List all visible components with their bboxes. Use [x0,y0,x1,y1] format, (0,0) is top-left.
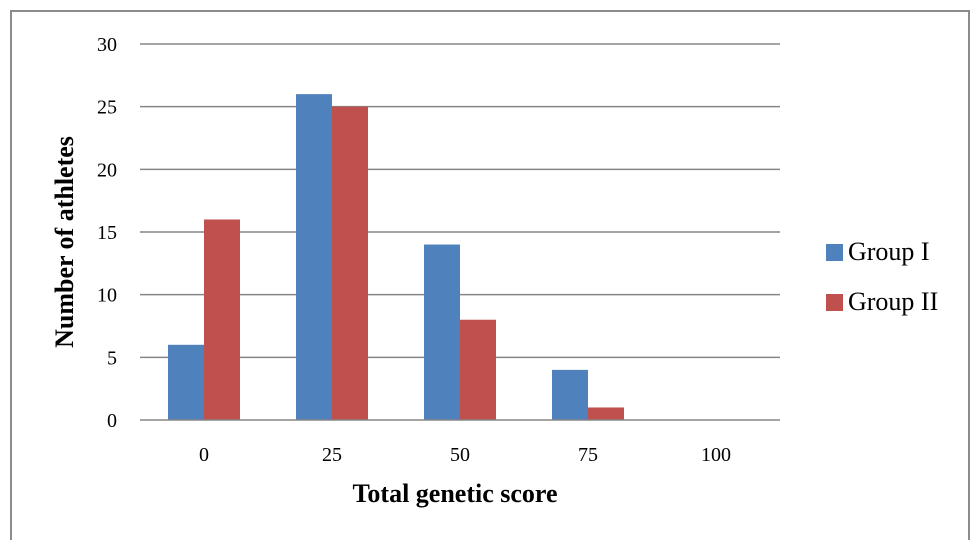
legend: Group I Group II [826,237,938,316]
bar-group-i-75 [552,369,588,420]
legend-label-group-ii: Group II [848,287,938,316]
y-tick-label-5: 5 [107,347,117,369]
y-tick-label-25: 25 [97,97,117,119]
y-tick-label-30: 30 [97,34,117,56]
x-tick-labels: 0 25 50 75 100 [199,444,731,466]
bar-group-ii-0 [204,219,240,420]
chart-frame [10,10,970,540]
bar-group-i-50 [424,244,460,420]
bar-group-i-25 [296,94,332,420]
x-tick-label-0: 0 [199,444,209,466]
bars [168,94,624,421]
legend-swatch-group-i [826,244,843,261]
legend-label-group-i: Group I [848,237,930,266]
x-axis-title: Total genetic score [352,479,557,508]
x-tick-label-75: 75 [578,444,598,466]
y-tick-label-20: 20 [97,159,117,181]
y-tick-label-0: 0 [107,410,117,432]
y-tick-labels: 0 5 10 15 20 25 30 [97,34,117,432]
bar-group-ii-50 [460,319,496,420]
y-tick-label-10: 10 [97,285,117,307]
x-tick-label-100: 100 [701,444,731,466]
bar-group-ii-75 [588,407,624,420]
x-tick-label-25: 25 [322,444,342,466]
x-tick-label-50: 50 [450,444,470,466]
bar-group-ii-25 [332,106,368,421]
y-axis-title: Number of athletes [50,136,79,348]
y-tick-label-15: 15 [97,222,117,244]
legend-swatch-group-ii [826,294,843,311]
bar-group-i-0 [168,344,204,420]
